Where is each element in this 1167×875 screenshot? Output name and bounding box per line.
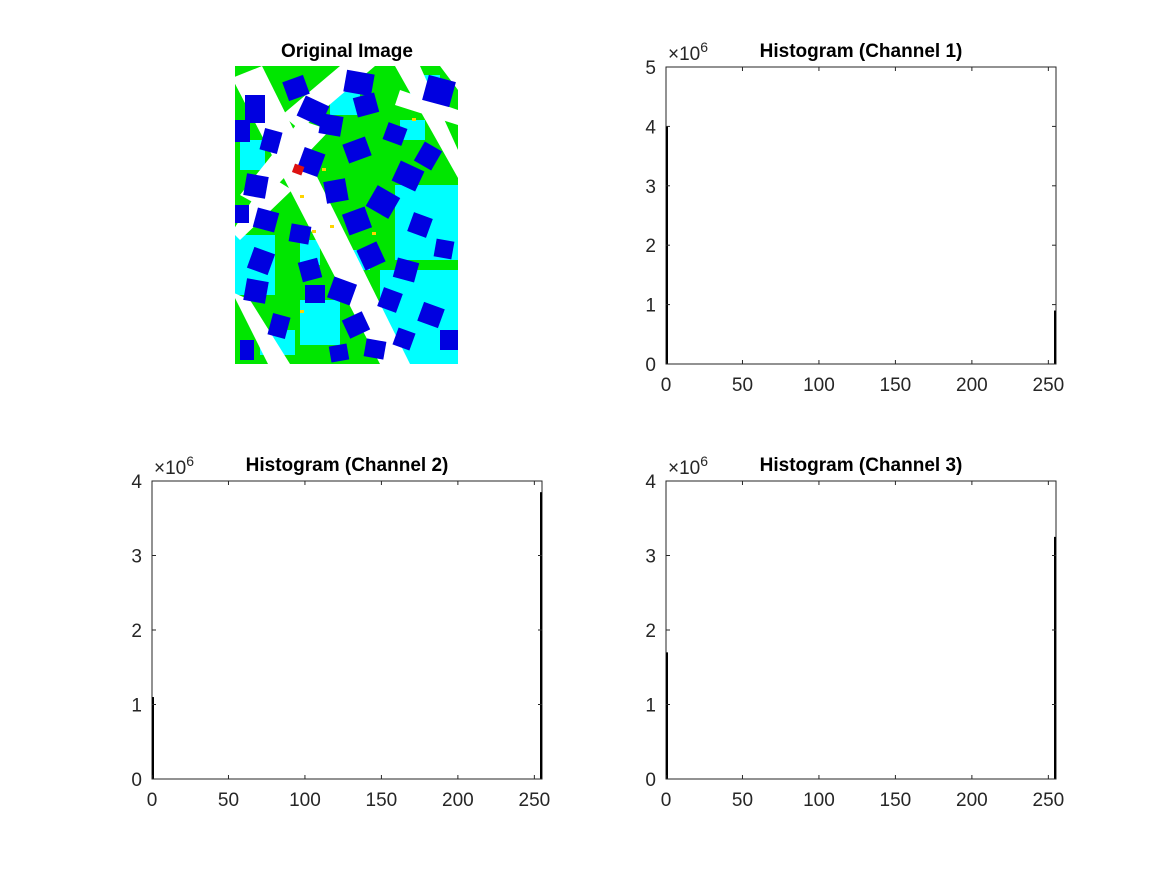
histogram-bar-2 (1054, 536, 1056, 779)
y-tick-label: 1 (645, 296, 656, 317)
histogram-bar-1 (666, 652, 668, 779)
y-tick-label: 5 (645, 58, 656, 79)
y-tick-label: 2 (645, 621, 656, 642)
x-tick-label: 0 (661, 375, 672, 396)
x-tick-label: 50 (732, 375, 753, 396)
y-tick-label: 4 (131, 472, 142, 493)
histogram-channel-1: 0 50 100 150 200 250 0 1 2 3 4 5 ×106 Histogram (Chan… (645, 39, 1064, 396)
x-tick-label: 200 (956, 375, 988, 396)
x-tick-label: 150 (366, 790, 398, 811)
segmentation-map-image (235, 66, 458, 364)
x-tick-label: 50 (218, 790, 239, 811)
x-tick-label: 250 (1033, 375, 1065, 396)
y-exponent-label: ×106 (668, 39, 708, 65)
x-tick-label: 150 (880, 375, 912, 396)
image-panel: Original Image (235, 41, 458, 364)
x-tick-label: 250 (519, 790, 551, 811)
x-tick-label: 200 (956, 790, 988, 811)
x-tick-label: 150 (880, 790, 912, 811)
axes-box (151, 480, 543, 780)
histogram-bar-2 (540, 492, 542, 779)
histogram-channel-2: 0 50 100 150 200 250 0 1 2 3 4 ×106 Histogram (Chann… (131, 453, 550, 811)
y-tick-label: 0 (645, 355, 656, 376)
y-exponent-label: ×106 (668, 453, 708, 479)
y-exponent-power: 6 (700, 453, 708, 469)
x-tick-label: 200 (442, 790, 474, 811)
y-exponent-label: ×106 (154, 453, 194, 479)
x-tick-label: 50 (732, 790, 753, 811)
histogram-bar-2 (1054, 310, 1056, 364)
y-tick-label: 0 (131, 770, 142, 791)
chart-title: Histogram (Channel 2) (246, 455, 449, 476)
y-tick-label: 2 (645, 236, 656, 257)
x-tick-label: 0 (661, 790, 672, 811)
x-tick-label: 100 (289, 790, 321, 811)
axes-box (665, 480, 1057, 780)
y-tick-label: 3 (131, 547, 142, 568)
x-tick-label: 250 (1033, 790, 1065, 811)
y-tick-label: 1 (131, 696, 142, 717)
chart-title: Histogram (Channel 3) (760, 455, 963, 476)
y-tick-label: 4 (645, 472, 656, 493)
image-panel-title: Original Image (281, 41, 413, 62)
axes-box (665, 66, 1057, 365)
y-tick-label: 2 (131, 621, 142, 642)
y-exponent-power: 6 (700, 39, 708, 55)
x-tick-label: 100 (803, 375, 835, 396)
histogram-channel-3: 0 50 100 150 200 250 0 1 2 3 4 ×106 Histogram (Chann… (645, 453, 1064, 811)
y-tick-label: 0 (645, 770, 656, 791)
y-tick-label: 3 (645, 547, 656, 568)
y-tick-label: 1 (645, 696, 656, 717)
y-tick-label: 3 (645, 177, 656, 198)
x-tick-label: 100 (803, 790, 835, 811)
histogram-bar-1 (152, 697, 154, 779)
y-tick-label: 4 (645, 117, 656, 138)
x-tick-label: 0 (147, 790, 158, 811)
y-exponent-power: 6 (186, 453, 194, 469)
chart-title: Histogram (Channel 1) (760, 41, 963, 62)
